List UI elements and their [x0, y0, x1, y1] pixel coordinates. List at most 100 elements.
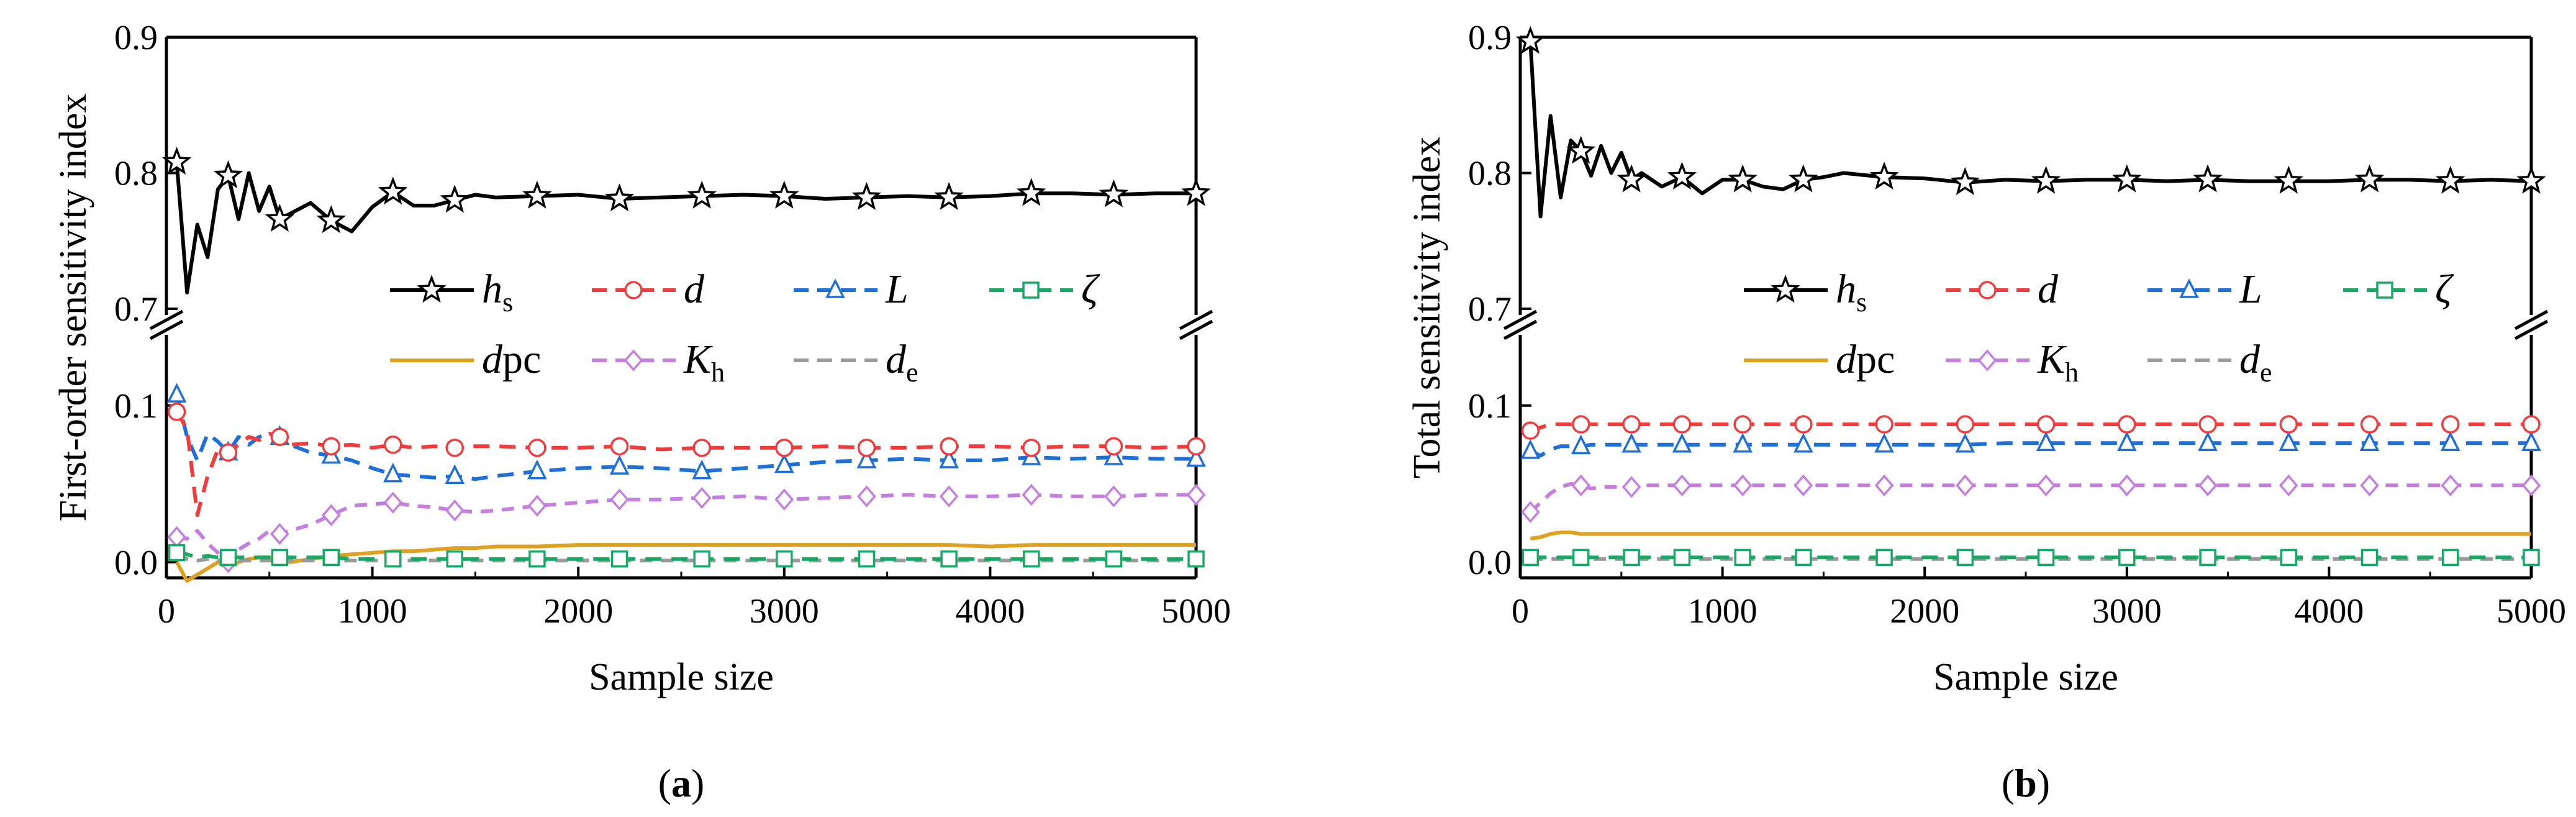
data-point-hs	[2112, 164, 2142, 193]
data-point-d	[270, 427, 289, 446]
panel-b: 0 1000 2000 3000 4000 5000 0.7 0.8 0.9 0.0 0.1 Samp…	[1406, 19, 2566, 805]
data-point-hs	[1869, 162, 1899, 190]
data-point-hs	[1789, 164, 1818, 193]
data-point-d	[1672, 415, 1692, 434]
legend-label-dpc: dpc	[1836, 337, 1895, 382]
y-tick-label: 0.1	[1468, 387, 1512, 426]
data-point-L	[2440, 431, 2460, 452]
data-point-hs	[2274, 165, 2303, 194]
data-point-hs	[687, 180, 717, 209]
data-point-Kh	[321, 504, 341, 526]
data-point-Kh	[2036, 474, 2056, 496]
data-point-L	[2036, 431, 2056, 452]
data-point-d	[857, 439, 876, 457]
legend-item-hs: hs	[1744, 267, 1867, 317]
data-point-d	[528, 439, 546, 457]
data-point-hs	[2354, 164, 2385, 193]
data-point-zeta	[858, 550, 876, 568]
data-point-Kh	[2279, 474, 2298, 496]
data-point-L	[1733, 432, 1753, 453]
y-tick-label: 0.0	[114, 544, 158, 582]
data-point-d	[1521, 421, 1540, 440]
data-point-Kh	[774, 488, 794, 511]
data-point-Kh	[1956, 474, 1975, 496]
legend-item-de: de	[794, 337, 918, 388]
legend-item-zeta: ζ	[989, 267, 1100, 312]
series-line-hs	[1528, 41, 2532, 219]
data-point-Kh	[1104, 485, 1123, 508]
data-point-L	[1794, 432, 1813, 453]
data-point-Kh	[1571, 474, 1590, 496]
legend-label-L: L	[2239, 267, 2262, 312]
data-point-zeta	[1187, 550, 1205, 568]
data-point-zeta	[1105, 550, 1123, 568]
data-point-L	[856, 449, 877, 468]
legend-item-de: de	[2147, 337, 2272, 388]
data-point-d	[445, 439, 464, 457]
data-point-d	[775, 439, 794, 457]
data-point-zeta	[776, 550, 793, 568]
legend-marker-Kh	[1977, 349, 1997, 372]
legend-item-d: d	[592, 267, 705, 312]
legend-item-Kh: Kh	[592, 337, 725, 388]
data-point-hs	[265, 203, 295, 232]
legend-item-L: L	[2147, 267, 2262, 312]
series-line-dpc	[1530, 530, 2531, 541]
legend-item-Kh: Kh	[1946, 337, 2079, 388]
legend-item-hs: hs	[390, 267, 513, 317]
series-line-Kh	[176, 493, 1196, 564]
data-point-L	[609, 455, 630, 475]
data-point-hs	[1617, 164, 1646, 193]
data-point-Kh	[1022, 483, 1041, 506]
legend-marker-zeta	[2376, 281, 2393, 299]
data-point-zeta	[940, 550, 958, 568]
data-point-L	[2116, 431, 2137, 452]
legend-marker-L	[825, 278, 845, 298]
x-axis-label: Sample size	[1933, 656, 2118, 698]
data-point-d	[1571, 415, 1590, 434]
legend-label-zeta: ζ	[1081, 267, 1100, 312]
data-point-zeta	[1673, 549, 1691, 566]
data-point-L	[445, 464, 465, 484]
data-point-d	[1022, 439, 1041, 457]
x-tick-label: 1000	[1688, 592, 1757, 631]
data-point-L	[1571, 434, 1591, 455]
data-point-d	[2441, 415, 2460, 434]
data-point-Kh	[527, 495, 547, 517]
data-point-Kh	[857, 485, 876, 508]
x-tick-label: 5000	[2497, 592, 2566, 631]
y-tick-label: 0.8	[1468, 155, 1512, 193]
y-tick-label: 0.8	[114, 155, 158, 193]
data-point-hs	[2031, 165, 2061, 194]
data-point-zeta	[1875, 549, 1893, 566]
data-point-L	[1874, 432, 1894, 453]
x-tick-label: 3000	[750, 592, 819, 631]
data-point-zeta	[1022, 550, 1040, 568]
data-point-d	[1956, 415, 1975, 434]
data-point-L	[1104, 445, 1124, 465]
data-point-zeta	[1522, 549, 1540, 566]
legend-label-Kh: Kh	[683, 337, 725, 388]
data-point-Kh	[692, 486, 712, 509]
data-point-L	[2521, 431, 2541, 452]
data-point-hs	[934, 181, 964, 210]
data-point-L	[2359, 431, 2380, 452]
data-point-d	[2118, 415, 2136, 434]
data-point-d	[1875, 415, 1893, 434]
data-point-hs	[522, 180, 552, 209]
legend-marker-d	[1978, 281, 1997, 299]
data-point-d	[1187, 437, 1205, 456]
legend-label-d: d	[684, 267, 705, 312]
legend-label-zeta: ζ	[2435, 267, 2454, 312]
data-point-L	[774, 453, 794, 473]
data-point-hs	[1515, 25, 1545, 54]
legend-label-hs: hs	[482, 267, 513, 317]
y-tick-label: 0.7	[114, 290, 158, 329]
data-point-hs	[2193, 164, 2223, 193]
x-tick-label: 5000	[1161, 592, 1231, 631]
data-point-zeta	[2361, 549, 2379, 566]
y-axis-label: First-order sensitivity index	[52, 94, 94, 522]
y-tick-label: 0.0	[1468, 544, 1512, 582]
data-point-L	[1621, 432, 1641, 453]
